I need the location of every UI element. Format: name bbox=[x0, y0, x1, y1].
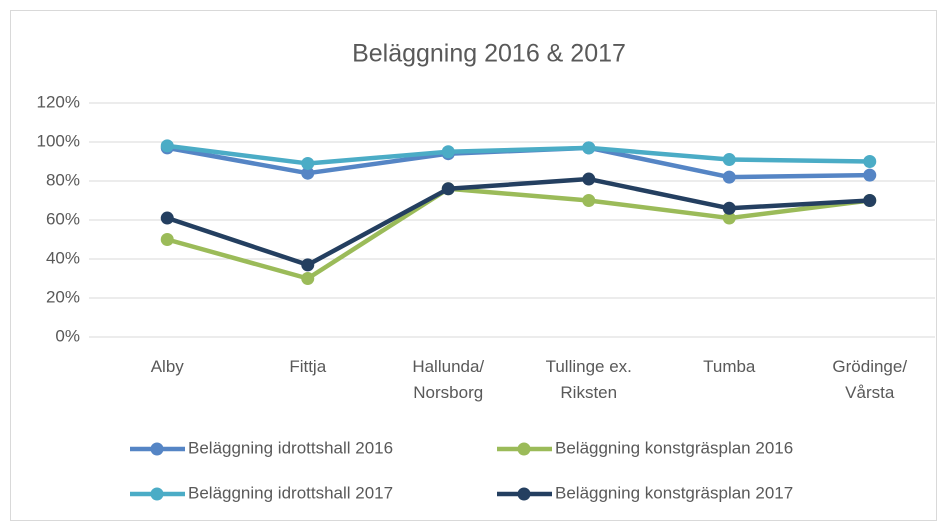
y-tick-label: 60% bbox=[46, 209, 80, 228]
series-line bbox=[166, 176, 870, 268]
y-tick-label: 0% bbox=[55, 326, 80, 345]
x-tick-label: Fittja bbox=[289, 357, 326, 376]
data-point bbox=[582, 172, 596, 186]
x-tick-label: Grödinge/Vårsta bbox=[832, 357, 907, 402]
data-point bbox=[863, 168, 877, 182]
x-tick-label: Tumba bbox=[703, 357, 756, 376]
data-point bbox=[301, 272, 315, 285]
y-tick-label: 80% bbox=[46, 170, 80, 189]
data-point bbox=[441, 182, 455, 196]
data-point bbox=[160, 233, 174, 246]
x-tick-label: Hallunda/Norsborg bbox=[412, 357, 484, 402]
legend-label: Beläggning idrottshall 2017 bbox=[188, 483, 393, 502]
data-point bbox=[160, 139, 174, 153]
y-tick-label: 100% bbox=[37, 131, 80, 150]
data-point bbox=[160, 211, 174, 225]
data-point bbox=[863, 155, 877, 168]
legend-label: Beläggning konstgräsplan 2017 bbox=[555, 483, 793, 502]
y-tick-label: 20% bbox=[46, 287, 80, 306]
y-tick-label: 120% bbox=[37, 92, 80, 111]
x-tick-label: Tullinge ex. Riksten bbox=[546, 357, 632, 402]
legend-label: Beläggning idrottshall 2016 bbox=[188, 438, 393, 457]
data-point bbox=[301, 258, 315, 272]
chart-border bbox=[10, 10, 937, 521]
x-tick-label: Alby bbox=[151, 357, 185, 376]
data-point bbox=[301, 166, 315, 180]
data-point bbox=[722, 170, 736, 184]
chart-title: Beläggning 2016 & 2017 bbox=[352, 40, 626, 68]
legend-label: Beläggning konstgräsplan 2016 bbox=[555, 438, 793, 457]
series-line bbox=[166, 143, 870, 166]
data-point bbox=[441, 145, 455, 159]
legend-marker bbox=[150, 442, 164, 456]
legend-marker bbox=[517, 487, 531, 501]
legend-marker bbox=[517, 442, 531, 456]
series-line bbox=[166, 186, 871, 281]
y-tick-label: 40% bbox=[46, 248, 80, 267]
data-point bbox=[582, 141, 596, 155]
data-point bbox=[863, 194, 877, 207]
data-point bbox=[582, 194, 596, 207]
data-point bbox=[301, 156, 315, 170]
data-point bbox=[722, 211, 736, 225]
legend-marker bbox=[150, 487, 164, 501]
data-point bbox=[722, 153, 736, 167]
data-point bbox=[722, 201, 736, 215]
